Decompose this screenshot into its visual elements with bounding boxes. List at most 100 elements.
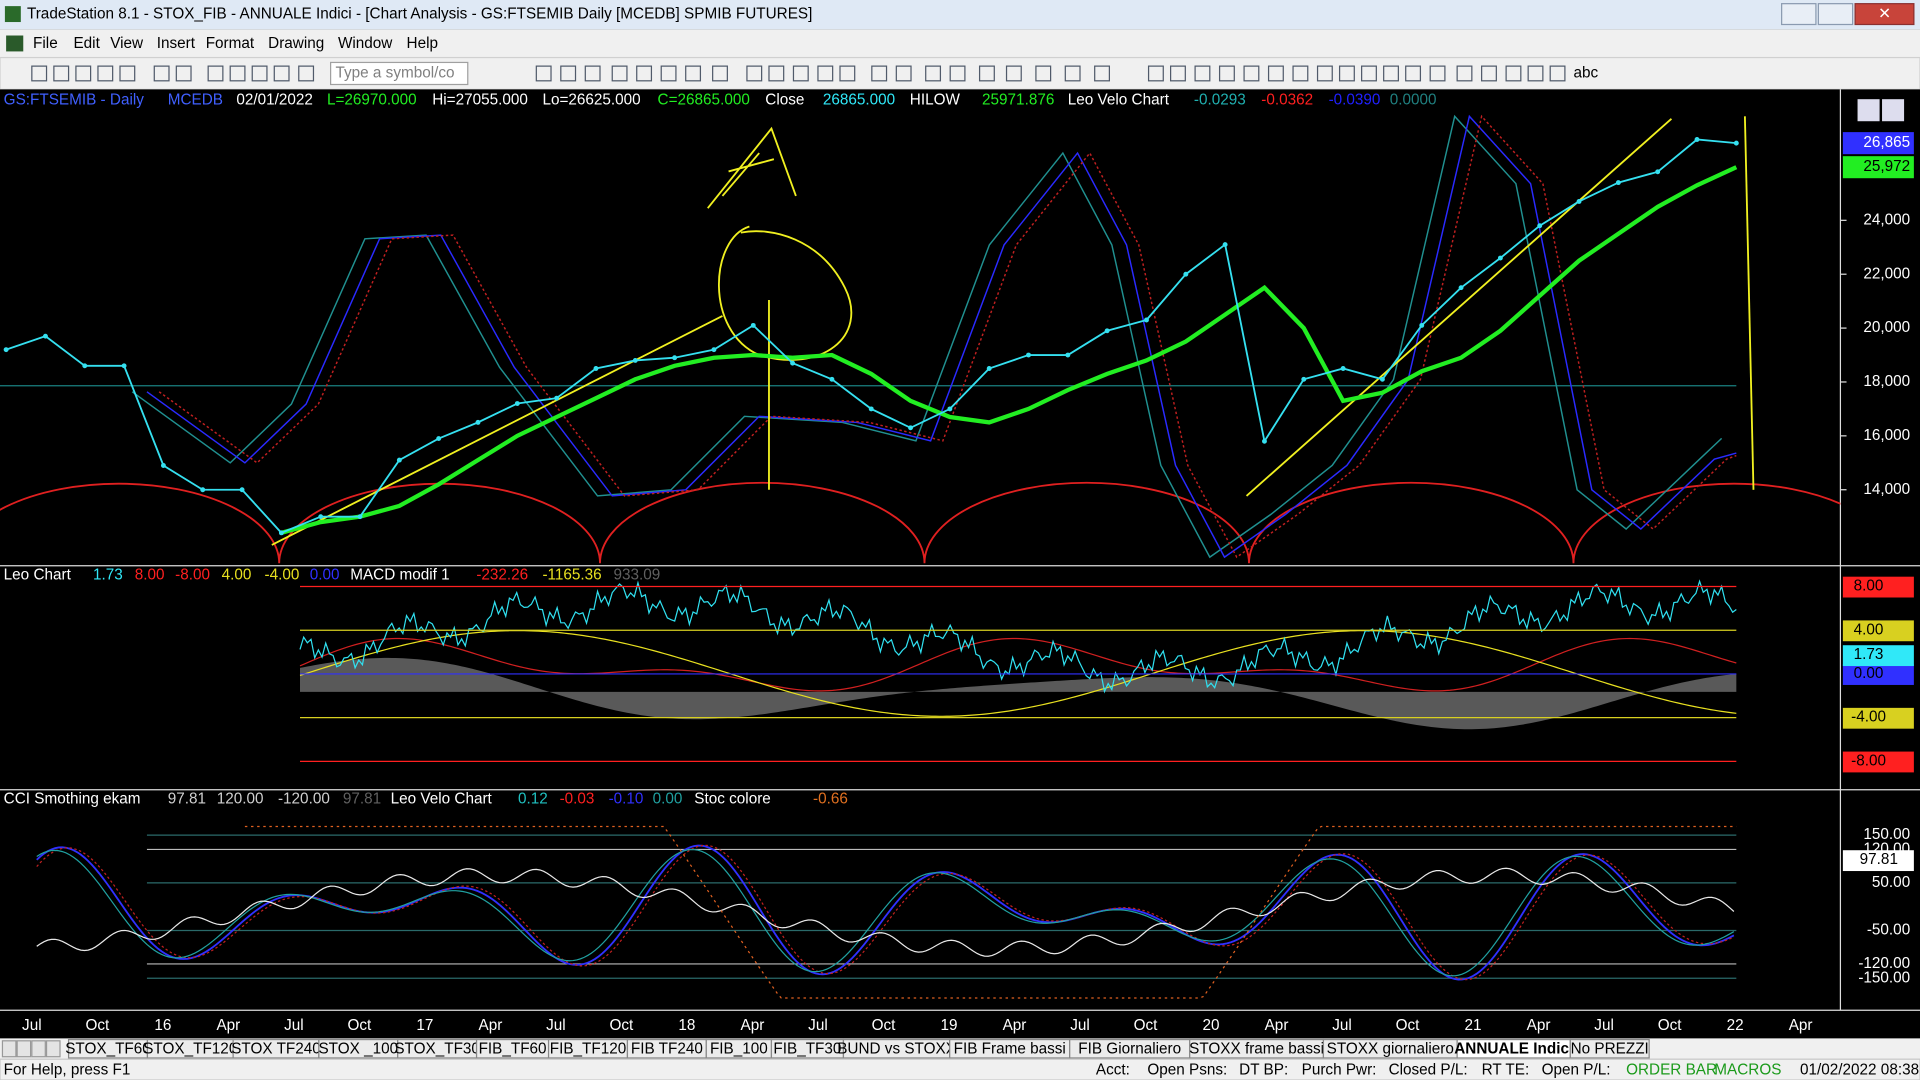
toolbar-button[interactable] — [1456, 65, 1473, 82]
toolbar-button[interactable] — [1170, 65, 1186, 82]
tab-label[interactable]: BUND vs STOXX — [837, 1040, 956, 1057]
toolbar-button[interactable] — [1383, 65, 1399, 82]
menu-item[interactable]: Edit — [73, 35, 100, 52]
toolbar-button[interactable] — [660, 65, 677, 82]
tab-label[interactable]: FIB_TF60 — [479, 1040, 547, 1057]
toolbar-button[interactable] — [1361, 65, 1377, 82]
toolbar-button[interactable] — [1549, 65, 1566, 82]
toolbar-button[interactable] — [584, 65, 601, 82]
toolbar-button[interactable] — [1267, 65, 1284, 82]
toolbar-button[interactable] — [1405, 65, 1422, 82]
toolbar-button[interactable] — [871, 65, 888, 82]
toolbar-button[interactable] — [792, 65, 809, 82]
toolbar-button[interactable] — [273, 65, 290, 82]
toolbar-button[interactable] — [31, 65, 48, 82]
tab[interactable] — [1569, 1038, 1650, 1059]
toolbar-button[interactable] — [1527, 65, 1544, 82]
close-point — [829, 376, 835, 382]
tab-label[interactable]: FIB Frame bassi — [954, 1040, 1066, 1057]
toolbar-button[interactable] — [1338, 65, 1355, 82]
toolbar-button[interactable] — [97, 65, 114, 82]
toolbar-button[interactable] — [119, 65, 136, 82]
tab-label[interactable]: FIB TF240 — [631, 1040, 703, 1057]
header-item: -0.10 — [609, 791, 644, 808]
toolbar-button[interactable] — [712, 65, 728, 82]
time-label: 17 — [416, 1017, 433, 1034]
toolbar-button[interactable] — [175, 65, 192, 82]
toolbar-button[interactable] — [925, 65, 942, 82]
close-button[interactable] — [1854, 3, 1915, 26]
toolbar-button[interactable] — [895, 65, 912, 82]
toolbar-button[interactable] — [1035, 65, 1052, 82]
toolbar-button[interactable] — [1243, 65, 1260, 82]
toolbar-button[interactable] — [1218, 65, 1235, 82]
toolbar-button[interactable] — [1429, 65, 1446, 82]
menu-item[interactable]: Drawing — [268, 35, 324, 52]
toolbar-button[interactable] — [1005, 65, 1022, 82]
menu-item[interactable]: View — [110, 35, 144, 52]
toolbar-button[interactable] — [768, 65, 785, 82]
toolbar-button[interactable] — [817, 65, 834, 82]
toolbar-button[interactable] — [153, 65, 170, 82]
toolbar-button[interactable] — [949, 65, 966, 82]
toolbar-button[interactable] — [746, 65, 763, 82]
tab-label[interactable]: FIB Giornaliero — [1078, 1040, 1181, 1057]
toolbar-button[interactable] — [611, 65, 628, 82]
close-point — [357, 514, 363, 520]
tab-label[interactable]: STOX TF240 — [231, 1040, 321, 1057]
toolbar-button[interactable] — [560, 65, 577, 82]
toolbar-button[interactable] — [207, 65, 224, 82]
tab-scroll[interactable] — [16, 1040, 32, 1058]
toolbar-button[interactable] — [298, 65, 315, 82]
tab-scroll[interactable] — [31, 1040, 46, 1058]
tab-scroll[interactable] — [1, 1040, 17, 1058]
tab-label[interactable]: STOX_TF60 — [65, 1040, 151, 1057]
tab-label[interactable]: ANNUALE Indici — [1454, 1040, 1573, 1057]
toolbar-button[interactable] — [1147, 65, 1164, 82]
symbol-box[interactable] — [330, 61, 469, 86]
close-point — [1301, 376, 1307, 382]
toolbar-button[interactable] — [1064, 65, 1081, 82]
toolbar-button[interactable] — [1481, 65, 1497, 82]
tab-label[interactable]: FIB_TF120 — [550, 1040, 627, 1057]
toolbar-button[interactable] — [1194, 65, 1211, 82]
cycle-bands — [131, 114, 1737, 559]
text-tool[interactable]: abc — [1573, 65, 1598, 82]
tab-label[interactable]: STOX_TF30 — [394, 1040, 480, 1057]
toolbar-button[interactable] — [839, 65, 856, 82]
toolbar-button[interactable] — [1505, 65, 1522, 82]
tab-label[interactable]: STOXX giornaliero — [1327, 1040, 1454, 1057]
toolbar-button[interactable] — [251, 65, 268, 82]
menu-item[interactable]: File — [33, 35, 58, 52]
menu-item[interactable]: Help — [407, 35, 438, 52]
header-item: 8.00 — [135, 567, 165, 584]
minimize-button[interactable] — [1781, 3, 1817, 26]
tab-scroll[interactable] — [45, 1040, 61, 1058]
menu-item[interactable]: Window — [338, 35, 393, 52]
toolbar-button[interactable] — [978, 65, 995, 82]
toolbar-button[interactable] — [229, 65, 246, 82]
menu-item[interactable]: Insert — [157, 35, 196, 52]
tab-label[interactable]: FIB_100 — [710, 1040, 768, 1057]
toolbar-button[interactable] — [535, 65, 552, 82]
toolbar-button[interactable] — [75, 65, 92, 82]
tab-label[interactable]: STOX _100 — [318, 1040, 398, 1057]
close-point — [1379, 376, 1385, 382]
maximize-button[interactable] — [1817, 3, 1854, 26]
cycle-arcs — [0, 481, 1841, 564]
toolbar-button[interactable] — [53, 65, 70, 82]
level-box — [1842, 707, 1914, 729]
toolbar-button[interactable] — [1292, 65, 1309, 82]
tab-label[interactable]: FIB_TF30 — [773, 1040, 841, 1057]
tab-label[interactable]: STOX_TF120 — [143, 1040, 237, 1057]
header-item: 97.81 — [168, 791, 206, 808]
toolbar-button[interactable] — [685, 65, 702, 82]
tab-label[interactable]: STOXX frame bassi — [1189, 1040, 1324, 1057]
menu-item[interactable]: Format — [206, 35, 255, 52]
toolbar-button[interactable] — [1316, 65, 1333, 82]
toolbar-button[interactable] — [1094, 65, 1110, 82]
chart-min-button[interactable] — [1857, 99, 1880, 122]
chart-restore-button[interactable] — [1882, 99, 1905, 122]
toolbar-button[interactable] — [636, 65, 653, 82]
tab-label[interactable]: No PREZZI — [1571, 1040, 1649, 1057]
